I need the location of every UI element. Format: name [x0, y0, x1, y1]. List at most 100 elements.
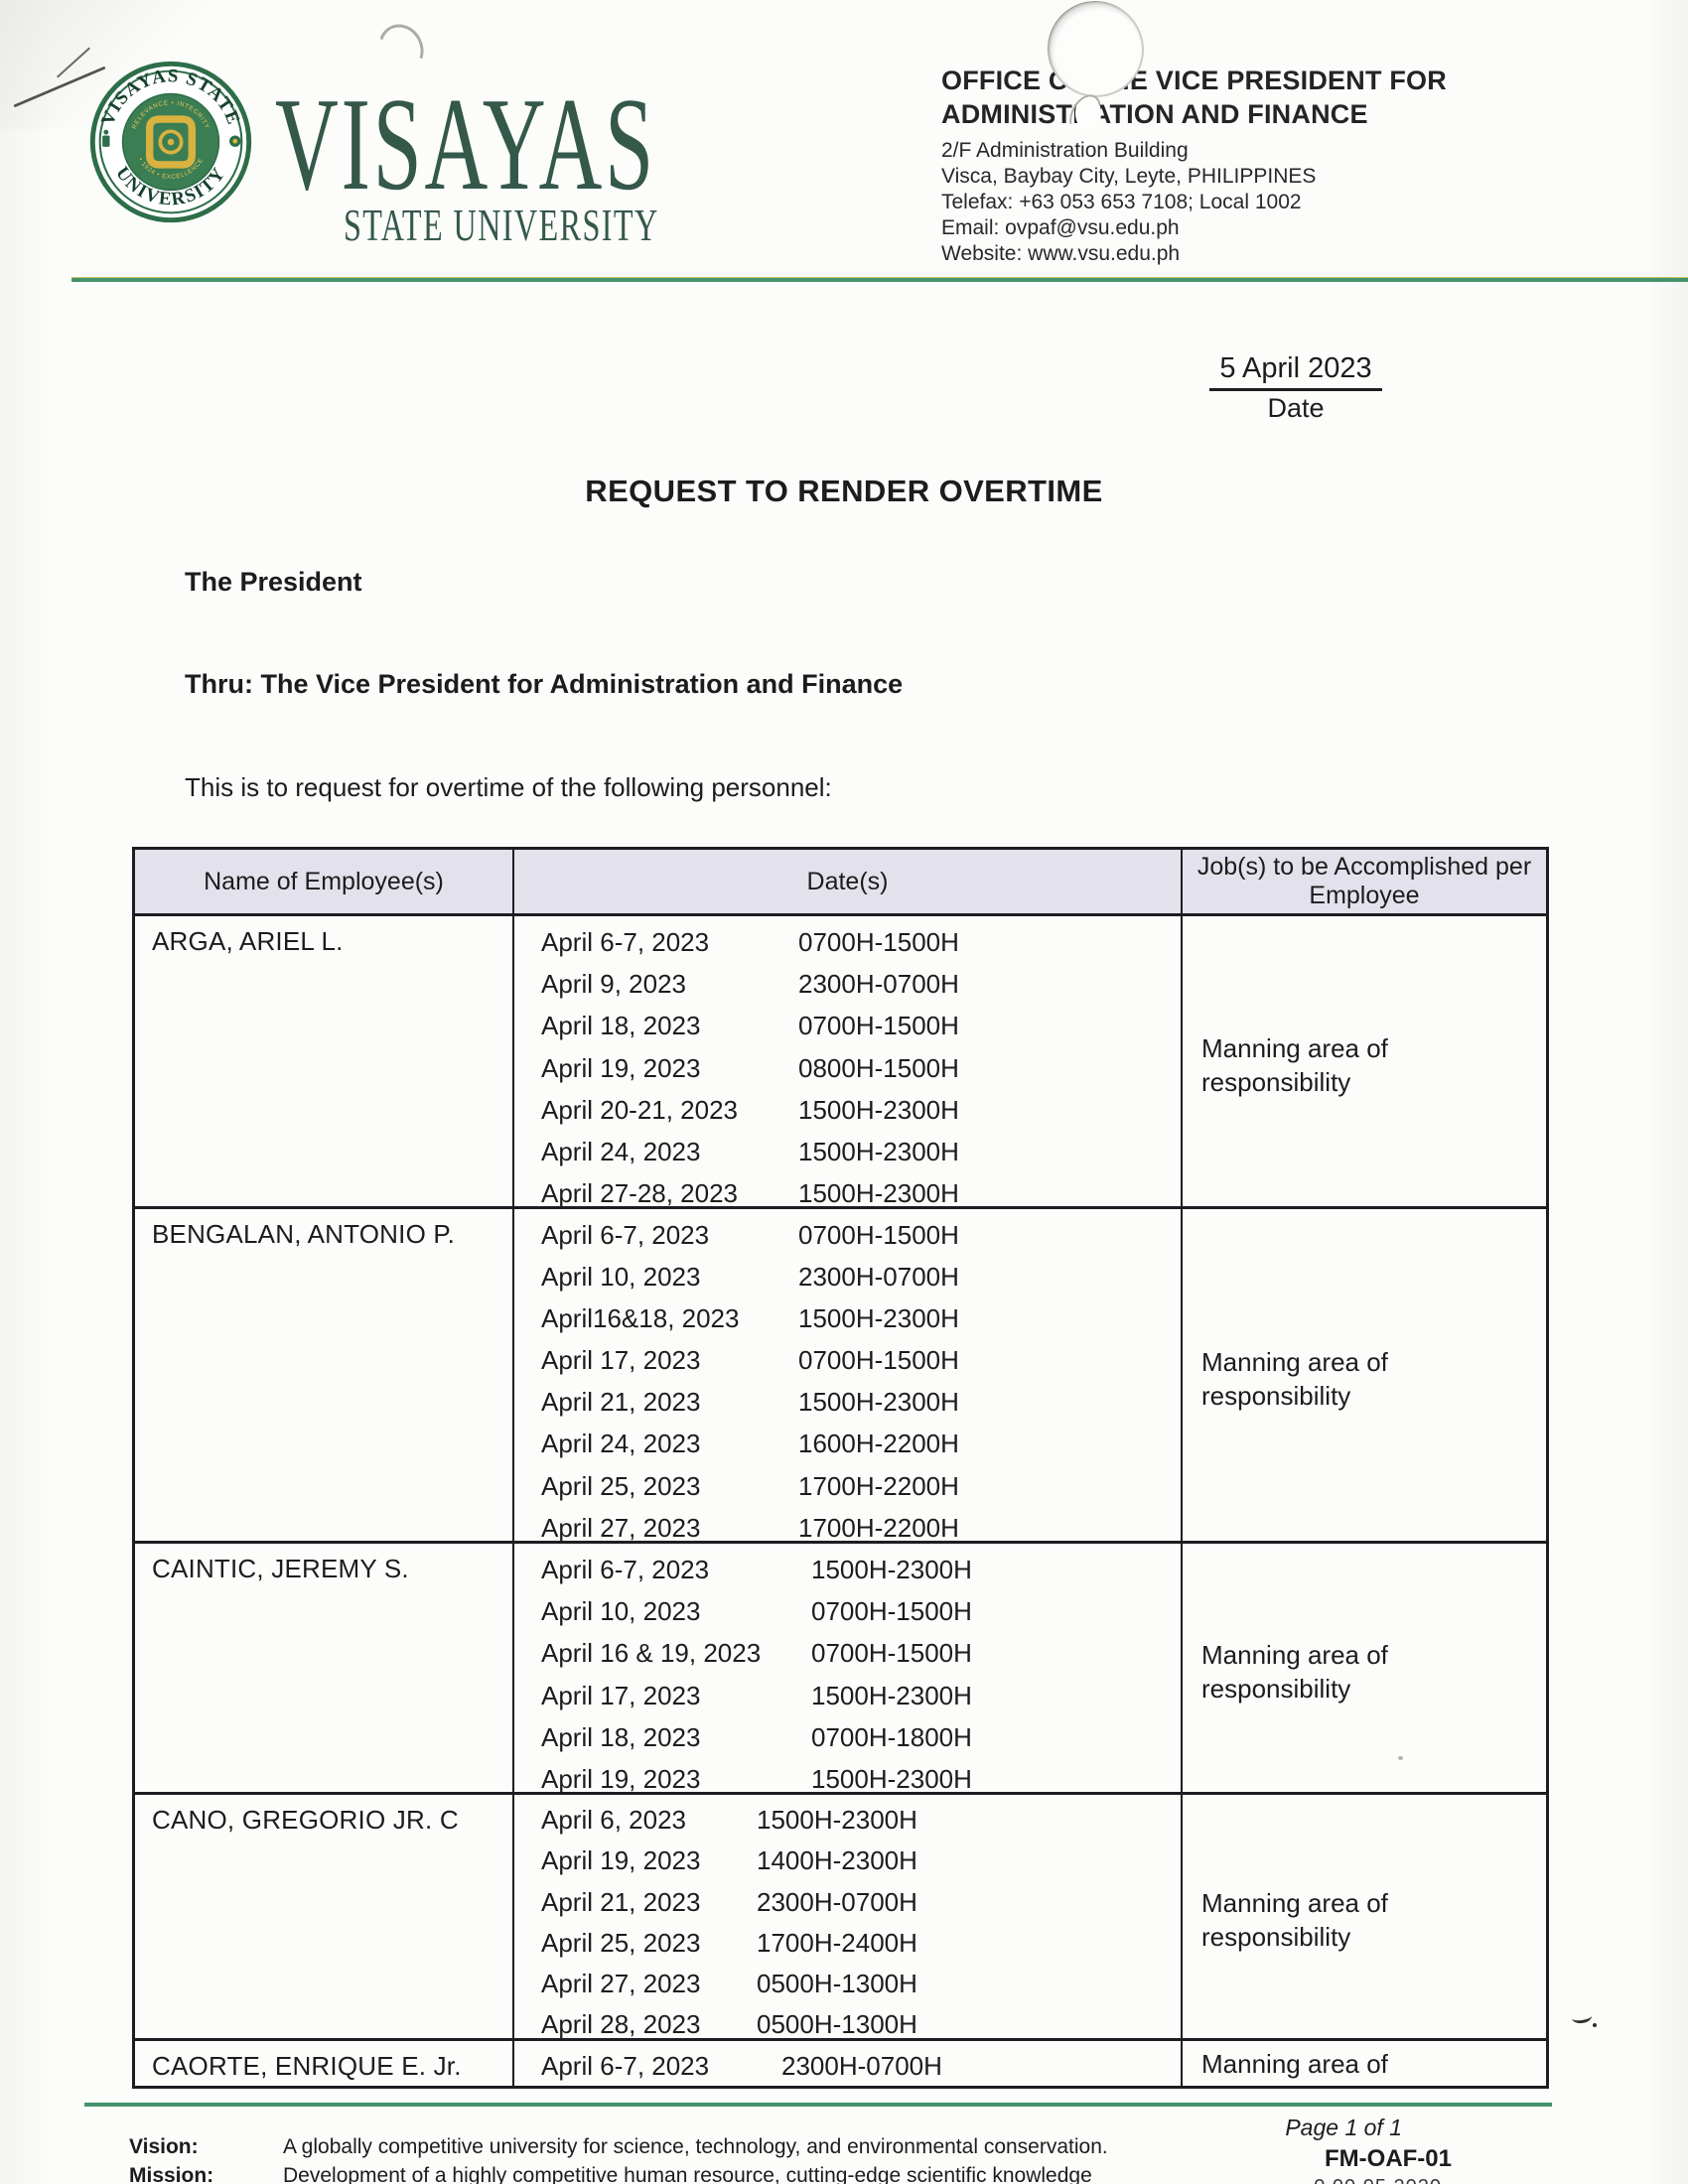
employee-name: CAORTE, ENRIQUE E. Jr. — [152, 2051, 462, 2081]
office-name-line1: OFFICE OF THE VICE PRESIDENT FOR — [941, 66, 1447, 95]
overtime-date: April 9, 2023 — [541, 969, 686, 1000]
overtime-entry: April 6-7, 2023 0700H-1500H — [541, 1214, 1181, 1256]
job-text: Manning area of responsibility — [1201, 1033, 1388, 1098]
overtime-time: 1500H-2300H — [798, 1178, 959, 1209]
letter-addressee: The President — [185, 567, 362, 597]
overtime-entry: April 25, 2023 1700H-2400H — [541, 1923, 1181, 1964]
table-row: BENGALAN, ANTONIO P. April 6-7, 2023 0700H… — [135, 1206, 1546, 1549]
overtime-date: April 27-28, 2023 — [541, 1178, 739, 1209]
overtime-time: 1500H-2300H — [798, 1303, 959, 1334]
employee-name: ARGA, ARIEL L. — [152, 926, 344, 956]
table-row: CAORTE, ENRIQUE E. Jr. April 6-7, 2023 230… — [135, 2038, 1546, 2086]
overtime-entry: April 28, 2023 0500H-1300H — [541, 2004, 1181, 2045]
overtime-date: April 25, 2023 — [541, 1470, 701, 1501]
overtime-time: 1700H-2200H — [798, 1512, 959, 1543]
overtime-entry: April 9, 2023 2300H-0700H — [541, 963, 1181, 1005]
overtime-date: April 21, 2023 — [541, 1886, 701, 1917]
overtime-date: April 28, 2023 — [541, 2009, 701, 2040]
overtime-time: 0700H-1500H — [811, 1596, 972, 1627]
overtime-time: 1500H-2300H — [798, 1387, 959, 1418]
dates-cell: April 6-7, 2023 1500H-2300H April 10, 2023… — [512, 1544, 1183, 1801]
dates-cell: April 6-7, 2023 0700H-1500H April 10, 2023… — [512, 1209, 1183, 1549]
job-cell: Manning area of — [1183, 2041, 1546, 2086]
overtime-date: April 19, 2023 — [541, 1052, 701, 1083]
overtime-entry: April 27, 2023 1700H-2200H — [541, 1507, 1181, 1549]
overtime-entry: April 10, 2023 0700H-1500H — [541, 1590, 1181, 1632]
overtime-time: 2300H-0700H — [798, 969, 959, 1000]
job-text: Manning area of responsibility — [1201, 1346, 1388, 1411]
column-header-jobs: Job(s) to be Accomplished per Employee — [1196, 853, 1532, 909]
university-wordmark-sub: STATE UNIVERSITY — [344, 200, 659, 250]
overtime-date: April 16 & 19, 2023 — [541, 1638, 762, 1669]
punch-hole — [1049, 2, 1144, 97]
office-address-line2: Visca, Baybay City, Leyte, PHILIPPINES — [941, 165, 1317, 188]
overtime-date: April 17, 2023 — [541, 1680, 701, 1710]
pen-dot — [1593, 2023, 1597, 2027]
pen-mark — [1571, 2009, 1593, 2025]
scan-speck — [1398, 1756, 1403, 1760]
table-row: ARGA, ARIEL L. April 6-7, 2023 0700H-1500H… — [135, 913, 1546, 1215]
overtime-date: April 27, 2023 — [541, 1969, 701, 1999]
mission-text: Development of a highly competitive huma… — [283, 2164, 1092, 2184]
overtime-date: April 18, 2023 — [541, 1011, 701, 1041]
job-text: Manning area of responsibility — [1201, 1640, 1388, 1705]
form-code-revision-cropped: 0.00.05.2020 — [1314, 2176, 1442, 2184]
overtime-time: 0700H-1500H — [811, 1638, 972, 1669]
overtime-entry: April 6-7, 2023 1500H-2300H — [541, 1549, 1181, 1590]
employee-name: CAINTIC, JEREMY S. — [152, 1554, 409, 1583]
overtime-date: April 21, 2023 — [541, 1387, 701, 1418]
overtime-time: 1400H-2300H — [757, 1845, 917, 1876]
overtime-entry: April16&18, 2023 1500H-2300H — [541, 1297, 1181, 1339]
overtime-date: April 19, 2023 — [541, 1845, 701, 1876]
overtime-entry: April 6-7, 2023 0700H-1500H — [541, 921, 1181, 963]
overtime-entry: April 17, 2023 1500H-2300H — [541, 1675, 1181, 1716]
mission-label: Mission: — [129, 2164, 214, 2184]
overtime-date: April 18, 2023 — [541, 1721, 701, 1752]
overtime-time: 1500H-2300H — [811, 1680, 972, 1710]
overtime-entry: April 16 & 19, 2023 0700H-1500H — [541, 1632, 1181, 1674]
overtime-entry: April 27-28, 2023 1500H-2300H — [541, 1172, 1181, 1214]
overtime-date: April 24, 2023 — [541, 1429, 701, 1459]
column-header-name: Name of Employee(s) — [204, 867, 444, 895]
overtime-entry: April 10, 2023 2300H-0700H — [541, 1256, 1181, 1297]
overtime-entry: April 18, 2023 0700H-1800H — [541, 1716, 1181, 1758]
overtime-time: 0500H-1300H — [757, 1969, 917, 1999]
job-cell: Manning area of responsibility — [1183, 1795, 1546, 2046]
overtime-time: 2300H-0700H — [781, 2051, 942, 2081]
overtime-time: 1500H-2300H — [798, 1094, 959, 1125]
date-label: Date — [1267, 393, 1325, 423]
dates-cell: April 6-7, 2023 0700H-1500H April 9, 2023 2… — [512, 916, 1183, 1215]
overtime-time: 1600H-2200H — [798, 1429, 959, 1459]
overtime-date: April 17, 2023 — [541, 1345, 701, 1376]
letter-intro-line: This is to request for overtime of the f… — [185, 772, 832, 802]
overtime-table: Name of Employee(s) Date(s) Job(s) to be… — [132, 847, 1549, 2089]
overtime-date: April 24, 2023 — [541, 1137, 701, 1167]
document-date: 5 April 2023 — [1209, 351, 1382, 391]
office-email: Email: ovpaf@vsu.edu.ph — [941, 216, 1180, 239]
column-header-dates: Date(s) — [512, 850, 1183, 913]
overtime-time: 0700H-1500H — [798, 1220, 959, 1250]
overtime-entry: April 6-7, 2023 2300H-0700H — [541, 2046, 1181, 2086]
overtime-date: April 10, 2023 — [541, 1262, 701, 1293]
vision-text: A globally competitive university for sc… — [283, 2135, 1108, 2158]
footer-divider-line — [84, 2103, 1552, 2107]
overtime-date: April 27, 2023 — [541, 1512, 701, 1543]
overtime-entry: April 25, 2023 1700H-2200H — [541, 1465, 1181, 1507]
overtime-date: April 6-7, 2023 — [541, 1220, 710, 1250]
seal-gear-icon — [229, 135, 241, 147]
overtime-time: 0700H-1500H — [798, 1011, 959, 1041]
seal-center-emblem — [145, 115, 197, 169]
overtime-entry: April 6, 2023 1500H-2300H — [541, 1800, 1181, 1841]
office-header-block: OFFICE OF THE VICE PRESIDENT FOR ADMINIS… — [941, 64, 1497, 267]
office-telefax: Telefax: +63 053 653 7108; Local 1002 — [941, 191, 1302, 213]
form-code: FM-OAF-01 — [1325, 2145, 1452, 2172]
overtime-entry: April 19, 2023 1500H-2300H — [541, 1758, 1181, 1800]
job-cell: Manning area of responsibility — [1183, 1544, 1546, 1800]
dates-cell: April 6-7, 2023 2300H-0700H — [512, 2041, 1183, 2086]
overtime-date: April 6-7, 2023 — [541, 1555, 710, 1584]
overtime-entry: April 19, 2023 0800H-1500H — [541, 1047, 1181, 1089]
overtime-date: April16&18, 2023 — [541, 1303, 740, 1334]
overtime-date: April 19, 2023 — [541, 1764, 701, 1795]
overtime-time: 0500H-1300H — [757, 2009, 917, 2040]
